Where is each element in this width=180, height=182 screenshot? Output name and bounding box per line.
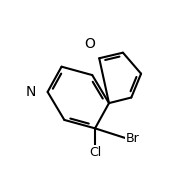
Text: O: O	[84, 37, 95, 51]
Text: Br: Br	[126, 132, 140, 145]
Text: Cl: Cl	[89, 146, 101, 159]
Text: N: N	[26, 85, 36, 99]
